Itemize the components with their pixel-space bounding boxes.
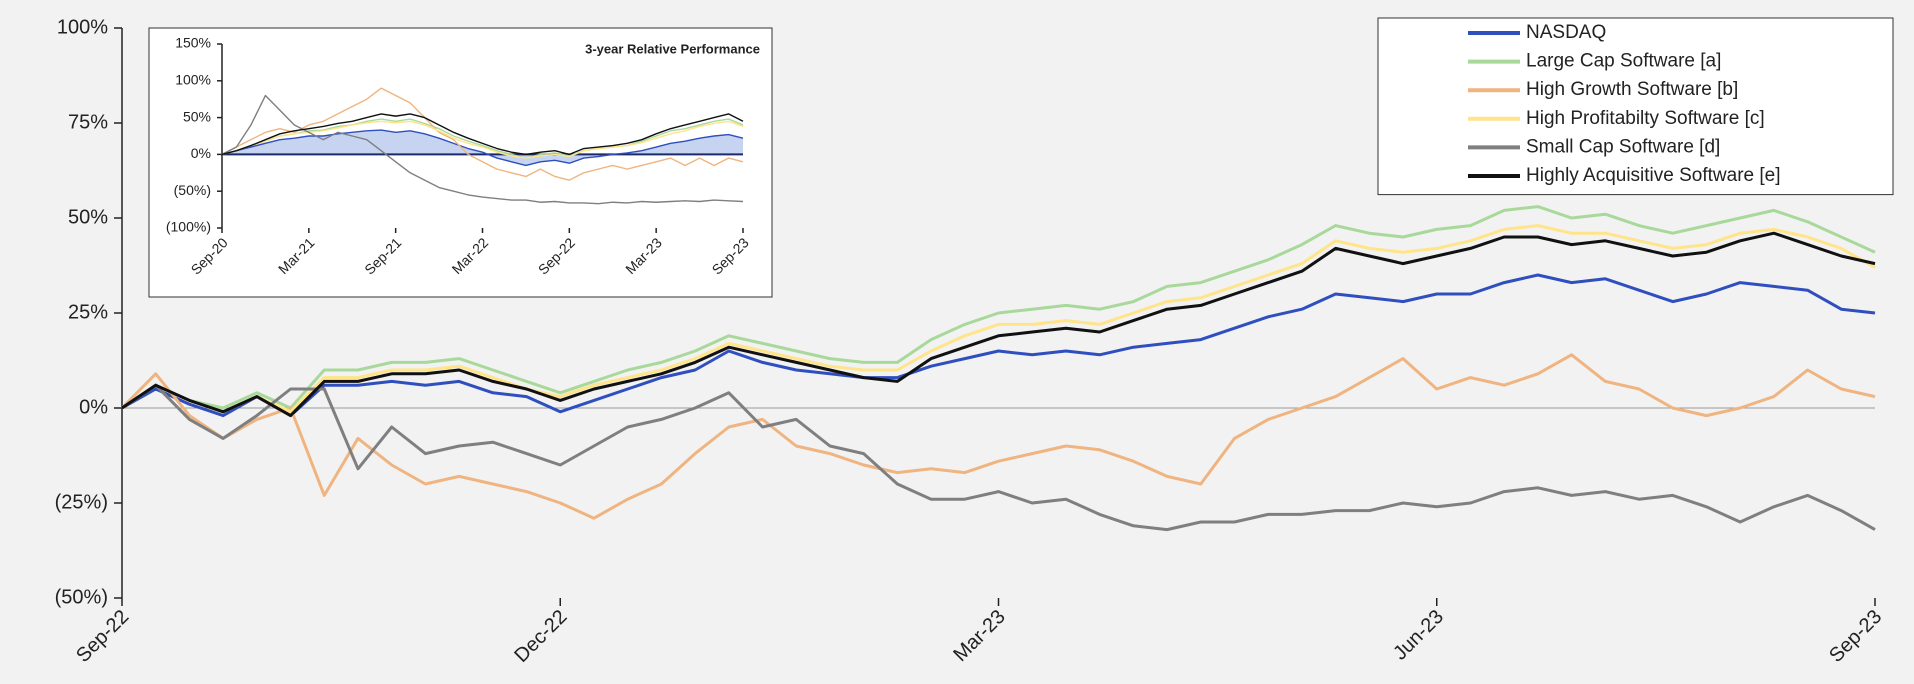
inset-chart: (100%)(50%)0%50%100%150%Sep-20 Mar-21 Sep-… [148,27,773,298]
series-line [120,353,1876,520]
series-line [221,94,744,205]
legend-label: High Profitabilty Software [c] [1526,108,1765,129]
inset-frame [148,27,773,298]
y-tick-label: 75% [68,111,108,133]
series-line [221,118,744,159]
legend-label: NASDAQ [1526,22,1606,43]
area [222,130,743,166]
y-tick-label: (100%) [166,219,211,235]
main-chart: (50%)(25%)0%25%50%75%100%Sep-22 Dec-22 Mar… [55,16,1894,667]
series-line [121,224,1876,414]
series-line [221,87,744,181]
y-tick-label: 150% [175,35,211,51]
y-tick-label: (25%) [55,491,108,513]
series-line [121,205,1876,410]
y-tick-label: 0% [79,396,108,418]
y-tick-label: 50% [68,206,108,228]
legend-box [1377,17,1894,196]
y-tick-label: (50%) [55,586,108,608]
y-tick-label: 25% [68,301,108,323]
legend-label: High Growth Software [b] [1526,79,1738,100]
y-tick-label: 100% [57,16,108,38]
series-line [121,231,1876,418]
legend-label: Small Cap Software [d] [1526,136,1720,157]
y-tick-label: 0% [191,145,211,161]
inset-title: 3-year Relative Performance [585,41,760,56]
y-tick-label: 100% [175,72,211,88]
series-line [121,273,1876,418]
y-tick-label: (50%) [174,182,211,198]
series-line [121,383,1876,532]
series-line [221,113,744,156]
legend-label: Large Cap Software [a] [1526,51,1721,72]
legend-label: Highly Acquisitive Software [e] [1526,165,1781,186]
series-line [221,129,744,167]
y-tick-label: 50% [183,108,211,124]
